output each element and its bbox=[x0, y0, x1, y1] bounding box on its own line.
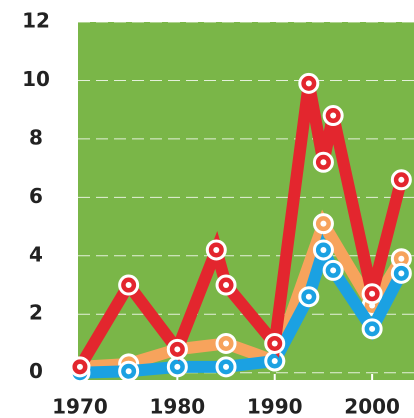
marker-dot bbox=[305, 293, 312, 300]
marker-dot bbox=[125, 368, 132, 375]
marker-dot bbox=[213, 246, 220, 253]
marker-dot bbox=[125, 282, 132, 289]
marker-dot bbox=[174, 346, 181, 353]
marker-dot bbox=[369, 325, 376, 332]
y-tick-label: 10 bbox=[22, 67, 50, 91]
x-tick-label: 1970 bbox=[52, 395, 108, 418]
plot-area bbox=[78, 22, 414, 380]
x-tick-label: 1980 bbox=[150, 395, 206, 418]
y-tick-label: 0 bbox=[29, 359, 43, 383]
y-tick-label: 8 bbox=[29, 125, 43, 149]
marker-dot bbox=[271, 358, 278, 365]
series-line bbox=[79, 233, 407, 379]
marker-dot bbox=[76, 363, 83, 370]
y-tick-label: 2 bbox=[29, 301, 43, 325]
marker-dot bbox=[320, 246, 327, 253]
marker-dot bbox=[330, 267, 337, 274]
marker-dot bbox=[320, 220, 327, 227]
marker-dot bbox=[223, 363, 230, 370]
marker-dot bbox=[320, 159, 327, 166]
marker-dot bbox=[271, 340, 278, 347]
marker-dot bbox=[398, 255, 405, 262]
x-tick-label: 1990 bbox=[247, 395, 303, 418]
marker-dot bbox=[223, 340, 230, 347]
marker-dot bbox=[398, 270, 405, 277]
marker-dot bbox=[369, 290, 376, 297]
marker-dot bbox=[174, 363, 181, 370]
y-tick-label: 12 bbox=[22, 9, 50, 33]
y-tick-label: 4 bbox=[29, 242, 43, 266]
y-tick-label: 6 bbox=[29, 184, 43, 208]
x-tick-label: 2000 bbox=[344, 395, 400, 418]
marker-dot bbox=[398, 176, 405, 183]
marker-dot bbox=[305, 80, 312, 87]
marker-dot bbox=[223, 282, 230, 289]
marker-dot bbox=[330, 112, 337, 119]
